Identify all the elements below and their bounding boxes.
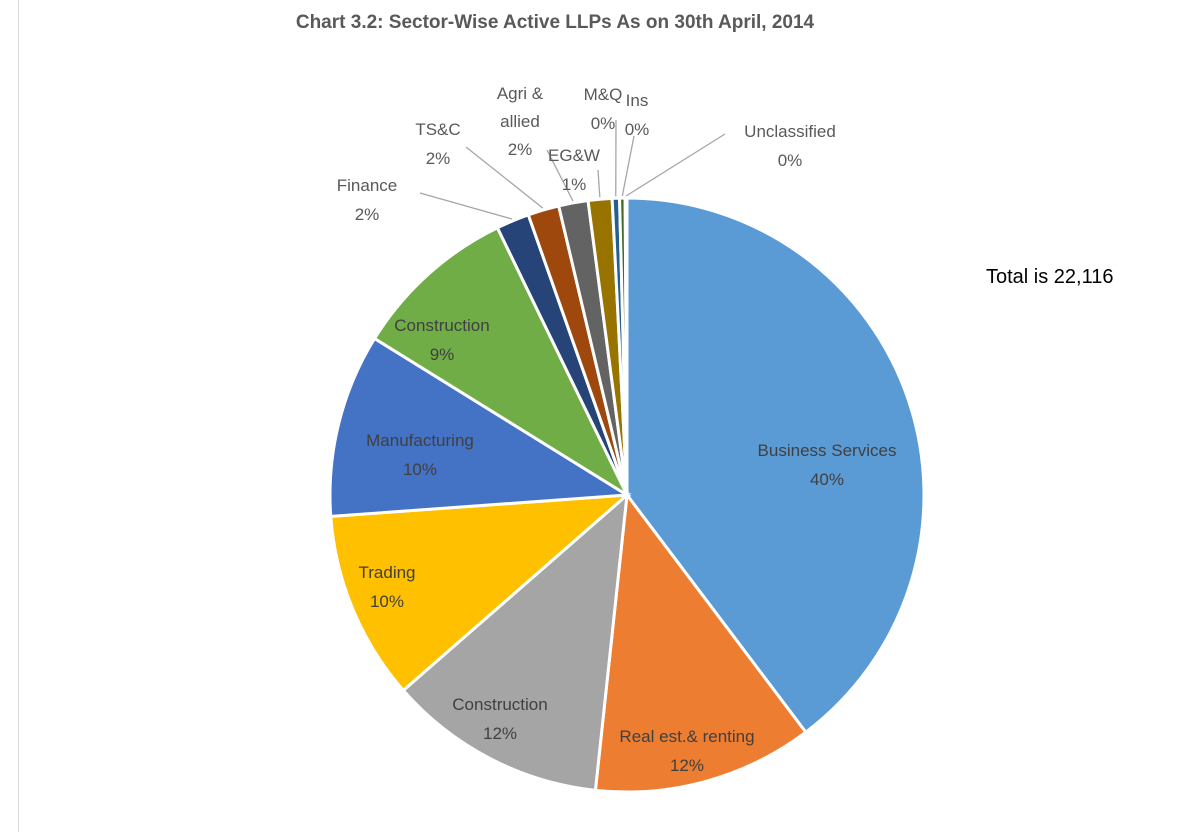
slice-value: 2% [354,205,380,224]
slice-value: 9% [429,345,455,364]
slice-value: 12% [669,756,705,775]
leader-line [621,135,635,197]
leader-line [465,146,544,209]
pie-slice [329,493,632,693]
data-label: EG&W 1% [548,141,600,199]
data-label: M&Q 0% [584,80,623,138]
slice-name: Business Services [757,441,897,460]
slice-value: 0% [590,114,616,133]
leader-line [546,149,574,202]
slice-name: Construction [394,316,490,335]
pie-slice [593,491,808,794]
data-label: Construction 12% [452,690,547,748]
data-label: Ins 0% [625,86,650,144]
slice-name: EG&W [548,146,600,165]
pie-slice [328,336,632,519]
slice-name: Agri & allied [496,84,544,131]
data-label: Finance 2% [337,171,397,229]
pie-slice [372,225,631,500]
slice-name: Real est.& renting [619,727,755,746]
slice-value: 1% [561,175,587,194]
slice-name: Unclassified [744,122,836,141]
slice-name: Ins [625,91,649,110]
slice-value: 2% [425,149,451,168]
annotation: Total is 22,116 [986,266,1114,288]
slice-value: 12% [482,724,518,743]
data-label: Manufacturing 10% [366,426,474,484]
leader-line [597,169,601,198]
slice-name: Manufacturing [366,431,474,450]
chart-border [18,0,19,832]
slice-value: 0% [624,120,650,139]
leader-line [419,192,513,220]
data-label: Agri & allied 2% [488,80,552,164]
slice-name: Construction [452,695,548,714]
slice-name: Finance [336,176,398,195]
data-label: Real est.& renting 12% [619,722,754,780]
data-label: Unclassified 0% [744,117,836,175]
slice-value: 0% [777,151,803,170]
data-label: Construction 9% [394,311,489,369]
pie-slice [623,196,629,496]
slice-name: M&Q [583,85,623,104]
chart-title: Chart 3.2: Sector-Wise Active LLPs As on… [295,12,815,33]
data-label: Business Services 40% [758,436,897,494]
slice-value: 10% [402,460,438,479]
data-label: TS&C 2% [415,115,460,173]
slice-value: 10% [369,592,405,611]
slice-name: TS&C [415,120,461,139]
leader-line [625,133,726,197]
pie-slice [625,196,926,735]
slice-value: 2% [507,140,533,159]
slice-name: Trading [358,563,416,582]
pie-slice [401,491,629,792]
data-label: Trading 10% [358,558,415,616]
slice-value: 40% [809,470,845,489]
